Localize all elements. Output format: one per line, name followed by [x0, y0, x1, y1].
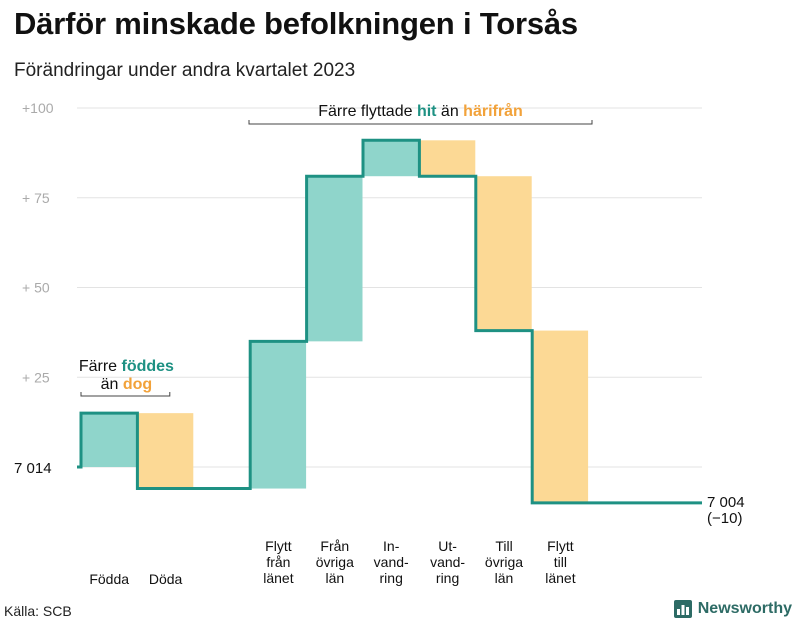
brand-logo[interactable]: Newsworthy [673, 600, 792, 618]
x-category-label: Från övriga län [316, 538, 354, 586]
x-category-label-line: övriga [316, 554, 354, 570]
x-category-label-line: vand- [430, 554, 465, 570]
waterfall-step-line [77, 138, 702, 505]
brand-name: Newsworthy [697, 600, 792, 617]
x-category-label-line: län [495, 570, 514, 586]
x-category-label-line: länet [545, 570, 575, 586]
end-value-label: 7 004 [707, 494, 745, 511]
start-value-label: 7 014 [14, 460, 52, 477]
annotation-highlight: hit [417, 103, 437, 120]
y-tick-label: + 75 [22, 190, 50, 206]
bar [307, 176, 363, 342]
x-category-label: In-vand-ring [374, 538, 409, 586]
annotation-highlight: föddes [122, 358, 175, 375]
x-category-label: Flytt till länet [545, 538, 575, 586]
annotation-births-bracket [80, 392, 171, 397]
annotation-text: än [101, 376, 123, 393]
x-category-label-line: Flytt [547, 538, 574, 554]
annotation-births-line1: Färre föddes [79, 358, 174, 375]
x-category-label-line: övriga [485, 554, 523, 570]
x-category-label-line: länet [263, 570, 293, 586]
y-tick-label: + 25 [22, 369, 50, 385]
annotation-migration-bracket [248, 120, 593, 125]
bar [137, 413, 194, 489]
annotation-text: Färre [79, 358, 122, 375]
step-line [77, 138, 702, 505]
source-note: Källa: SCB [4, 603, 72, 619]
x-category-label-line: till [554, 554, 567, 570]
bar [250, 341, 307, 489]
chart-subtitle: Förändringar under andra kvartalet 2023 [14, 60, 356, 81]
bars [81, 140, 589, 503]
annotation-text: än [436, 103, 463, 120]
annotation-migration-line1: Färre flyttade hit än härifrån [318, 102, 523, 120]
x-category-label: Ut-vand-ring [430, 538, 465, 586]
x-category-label-line: Ut- [438, 538, 457, 554]
annotation-highlight: härifrån [463, 102, 523, 120]
gridlines: +100 + 75 + 50 + 25 7 014 [14, 100, 702, 477]
x-category-label-line: ring [380, 570, 403, 586]
bar [419, 140, 476, 177]
y-tick-label: +100 [22, 100, 54, 116]
x-category-label-line: Från [320, 538, 349, 554]
bar [363, 140, 419, 177]
x-category-label: Till övriga län [485, 538, 523, 586]
bar-chart-icon [673, 600, 692, 618]
x-category-label-line: ring [436, 570, 459, 586]
bar [81, 413, 137, 467]
chart-title: Därför minskade befolkningen i Torsås [14, 6, 578, 41]
x-category-label: Döda [149, 571, 183, 587]
annotation-births-line2: än dog [101, 376, 153, 393]
x-category-label-line: Till [495, 538, 512, 554]
bar [476, 176, 532, 331]
x-category-label-line: vand- [374, 554, 409, 570]
annotation-highlight: dog [123, 376, 152, 393]
annotation-text: Färre flyttade [318, 103, 417, 120]
x-category-label: Födda [89, 571, 129, 587]
x-category-label-line: län [325, 570, 344, 586]
y-tick-label: + 50 [22, 280, 50, 296]
x-category-label: Flytt från länet [263, 538, 293, 586]
end-change-label: (−10) [707, 510, 742, 527]
x-category-label-line: från [266, 554, 290, 570]
x-category-label-line: In- [383, 538, 400, 554]
x-category-label-line: Flytt [265, 538, 292, 554]
bar [532, 330, 589, 503]
